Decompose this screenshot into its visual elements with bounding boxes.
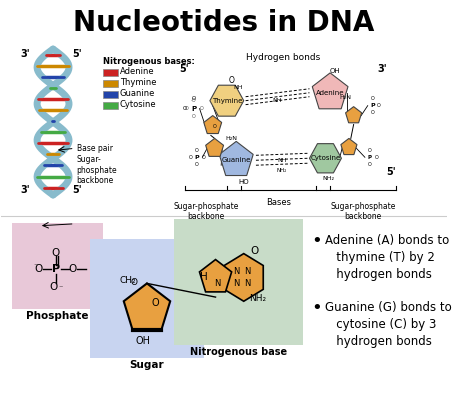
Text: NH: NH bbox=[233, 85, 243, 90]
Text: H: H bbox=[200, 272, 208, 282]
Polygon shape bbox=[341, 138, 357, 154]
Polygon shape bbox=[124, 283, 170, 330]
Polygon shape bbox=[219, 141, 253, 175]
Text: O: O bbox=[371, 110, 374, 115]
Text: P: P bbox=[52, 264, 60, 275]
Text: HO: HO bbox=[238, 179, 249, 185]
Text: Cytosine: Cytosine bbox=[120, 100, 156, 109]
Polygon shape bbox=[310, 144, 341, 173]
FancyBboxPatch shape bbox=[90, 239, 204, 358]
Text: O: O bbox=[152, 298, 159, 308]
Text: Guanine: Guanine bbox=[120, 89, 155, 98]
Text: •: • bbox=[311, 232, 322, 250]
Text: Nucleotides in DNA: Nucleotides in DNA bbox=[73, 9, 374, 37]
FancyBboxPatch shape bbox=[103, 91, 118, 98]
Text: ⁻: ⁻ bbox=[58, 283, 63, 292]
Text: O: O bbox=[368, 162, 372, 167]
Polygon shape bbox=[204, 115, 222, 134]
Text: O: O bbox=[371, 96, 374, 101]
Text: -O: -O bbox=[191, 98, 197, 103]
Text: O: O bbox=[192, 96, 196, 101]
Text: P: P bbox=[191, 106, 197, 112]
Text: O: O bbox=[130, 278, 137, 286]
Text: Hydrogen bonds: Hydrogen bonds bbox=[246, 53, 320, 62]
Text: O: O bbox=[195, 148, 199, 153]
Text: CH₂: CH₂ bbox=[119, 276, 136, 285]
Text: Phosphate: Phosphate bbox=[26, 311, 89, 321]
Text: O: O bbox=[368, 148, 372, 153]
Text: P: P bbox=[370, 103, 375, 108]
FancyBboxPatch shape bbox=[103, 69, 118, 76]
Text: N: N bbox=[233, 279, 239, 288]
Text: NH: NH bbox=[273, 98, 283, 103]
Text: 3': 3' bbox=[377, 64, 387, 74]
Text: NH: NH bbox=[277, 158, 286, 163]
Text: 3': 3' bbox=[20, 49, 29, 59]
Text: O: O bbox=[201, 155, 205, 160]
Text: O: O bbox=[195, 162, 199, 167]
Polygon shape bbox=[206, 138, 224, 156]
Text: O: O bbox=[377, 103, 381, 108]
Text: N: N bbox=[214, 279, 220, 288]
Polygon shape bbox=[210, 85, 244, 116]
Text: OH: OH bbox=[136, 336, 151, 346]
Text: N: N bbox=[233, 267, 239, 276]
Text: NH₂: NH₂ bbox=[249, 294, 266, 303]
Text: Nitrogenous bases:: Nitrogenous bases: bbox=[103, 57, 195, 66]
Text: 5': 5' bbox=[72, 49, 82, 59]
Text: Sugar-
phosphate
backbone: Sugar- phosphate backbone bbox=[76, 155, 117, 185]
FancyBboxPatch shape bbox=[174, 219, 303, 345]
Text: Guanine (G) bonds to
   cytosine (C) by 3
   hydrogen bonds: Guanine (G) bonds to cytosine (C) by 3 h… bbox=[325, 301, 451, 348]
Text: Adenine: Adenine bbox=[316, 90, 345, 96]
Text: O: O bbox=[35, 264, 43, 275]
Text: O: O bbox=[184, 106, 188, 111]
Text: Sugar-phosphate
backbone: Sugar-phosphate backbone bbox=[173, 202, 239, 221]
Text: O: O bbox=[49, 282, 57, 292]
FancyBboxPatch shape bbox=[103, 102, 118, 109]
Text: 3': 3' bbox=[20, 185, 29, 195]
Text: O: O bbox=[228, 76, 235, 85]
Text: H₂N: H₂N bbox=[339, 95, 351, 100]
Text: Adenine (A) bonds to
   thymine (T) by 2
   hydrogen bonds: Adenine (A) bonds to thymine (T) by 2 hy… bbox=[325, 234, 449, 281]
Text: Bases: Bases bbox=[266, 198, 291, 207]
Text: NH₂: NH₂ bbox=[276, 168, 287, 173]
FancyBboxPatch shape bbox=[12, 223, 103, 309]
Text: Adenine: Adenine bbox=[120, 67, 155, 76]
Text: O: O bbox=[52, 247, 60, 258]
Text: O: O bbox=[182, 106, 187, 111]
Text: O: O bbox=[188, 155, 192, 160]
Text: OH: OH bbox=[329, 68, 340, 74]
Text: H₂N: H₂N bbox=[226, 136, 237, 141]
Text: Guanine: Guanine bbox=[221, 157, 251, 163]
Text: 5': 5' bbox=[72, 185, 82, 195]
Polygon shape bbox=[346, 107, 362, 123]
Text: Thymine: Thymine bbox=[211, 98, 242, 104]
Text: O: O bbox=[251, 246, 259, 256]
Text: O: O bbox=[192, 114, 196, 119]
Text: Sugar: Sugar bbox=[130, 360, 164, 370]
FancyBboxPatch shape bbox=[103, 80, 118, 87]
Text: O: O bbox=[374, 155, 378, 160]
Text: Cytosine: Cytosine bbox=[310, 155, 340, 161]
Text: ⁻: ⁻ bbox=[33, 261, 37, 270]
Text: 5': 5' bbox=[180, 64, 189, 74]
Text: P: P bbox=[194, 155, 199, 160]
Text: NH₂: NH₂ bbox=[322, 176, 334, 180]
Text: Nitrogenous base: Nitrogenous base bbox=[190, 347, 287, 357]
Text: O: O bbox=[213, 124, 217, 129]
Text: O: O bbox=[200, 106, 203, 111]
Polygon shape bbox=[312, 73, 348, 109]
Text: N: N bbox=[244, 279, 250, 288]
Polygon shape bbox=[200, 260, 232, 292]
Text: •: • bbox=[311, 299, 322, 317]
Text: N: N bbox=[244, 267, 250, 276]
Text: Base pair: Base pair bbox=[76, 144, 112, 153]
Text: Thymine: Thymine bbox=[120, 78, 156, 87]
Text: 5': 5' bbox=[386, 167, 396, 177]
Text: Sugar-phosphate
backbone: Sugar-phosphate backbone bbox=[330, 202, 396, 221]
Text: O: O bbox=[69, 264, 77, 275]
Text: P: P bbox=[368, 155, 372, 160]
Polygon shape bbox=[224, 254, 263, 301]
